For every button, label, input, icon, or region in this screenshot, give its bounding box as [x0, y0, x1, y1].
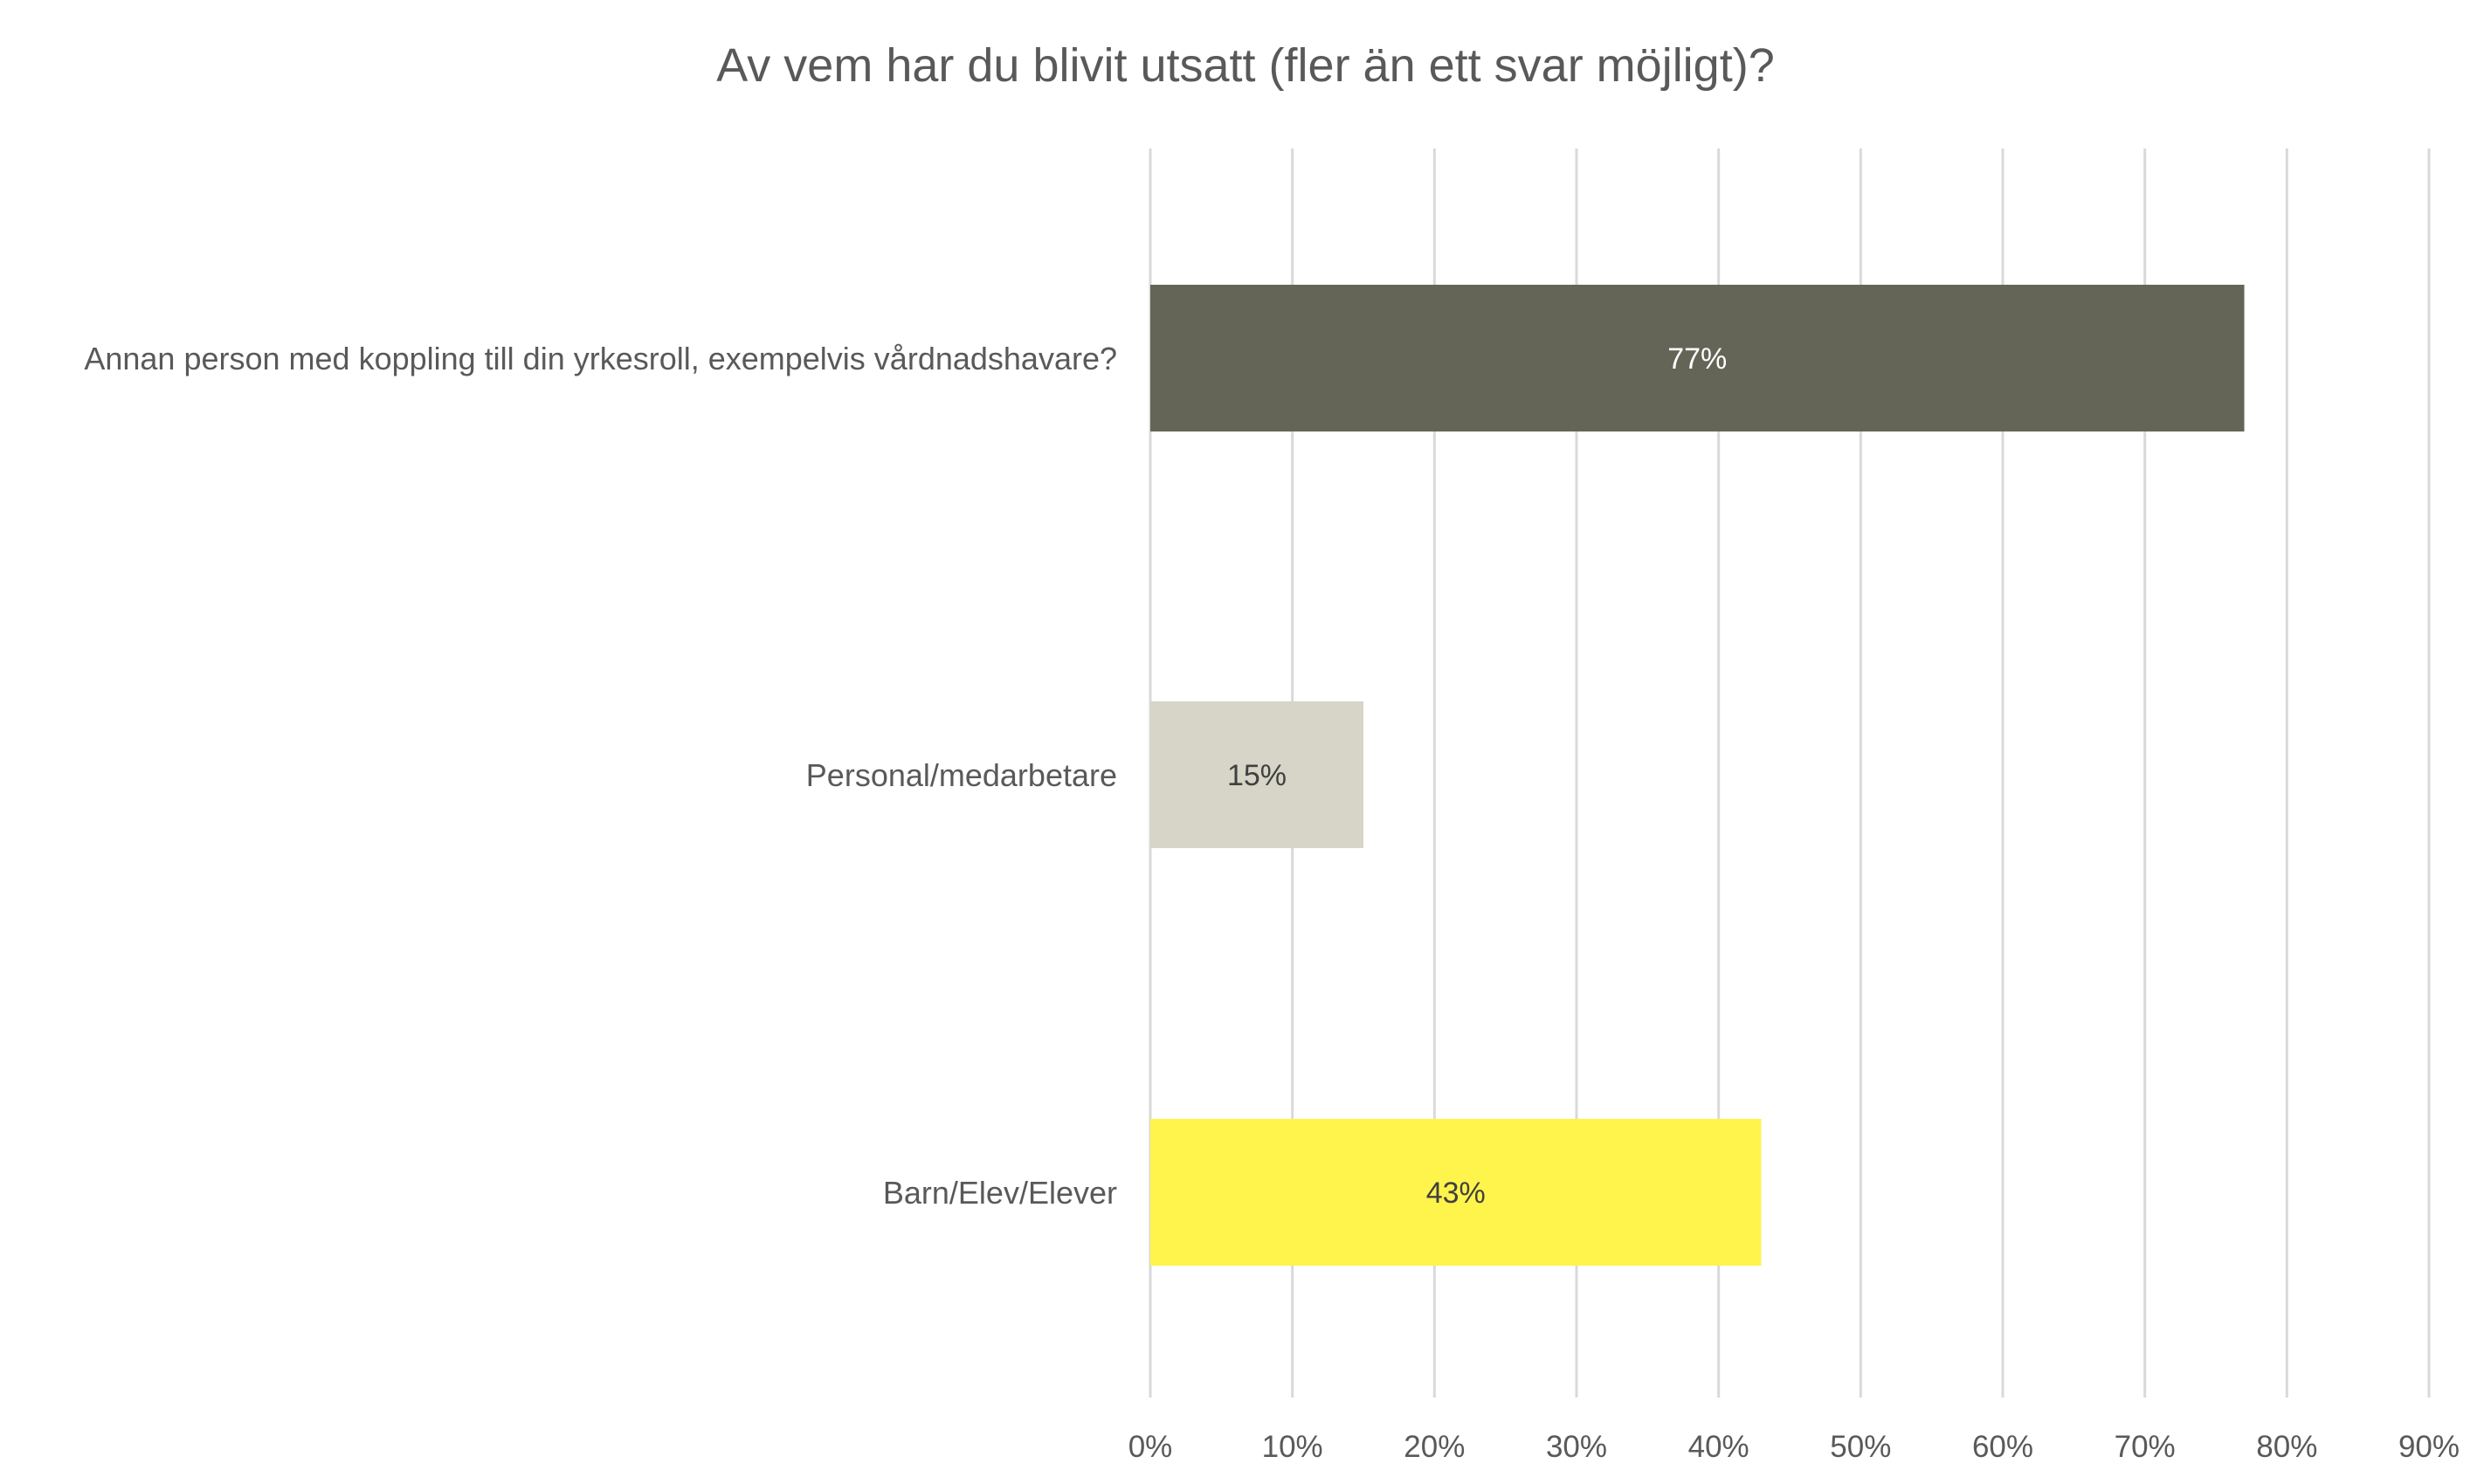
x-tick-label: 70%: [2115, 1430, 2176, 1464]
x-tick-label: 80%: [2256, 1430, 2317, 1464]
data-label: 77%: [1667, 342, 1727, 376]
bar: [1150, 285, 2245, 431]
x-tick-label: 60%: [1972, 1430, 2033, 1464]
x-tick-label: 50%: [1830, 1430, 1891, 1464]
bar: [1150, 701, 1363, 848]
category-label: Barn/Elev/Elever: [883, 1175, 1117, 1211]
data-label: 43%: [1426, 1177, 1486, 1210]
x-tick-label: 0%: [1128, 1430, 1173, 1464]
data-label: 15%: [1227, 759, 1287, 792]
x-tick-label: 90%: [2398, 1430, 2460, 1464]
chart-title: Av vem har du blivit utsatt (fler än ett…: [716, 39, 1774, 92]
labels: 0% 10% 20% 30% 40% 50% 60% 70% 80% 90% 77% Annan pe…: [84, 341, 2460, 1464]
x-tick-label: 40%: [1688, 1430, 1749, 1464]
x-tick-label: 10%: [1262, 1430, 1323, 1464]
category-label: Personal/medarbetare: [806, 757, 1117, 793]
category-label: Annan person med koppling till din yrkes…: [84, 341, 1117, 376]
bar: [1150, 1119, 1762, 1266]
x-tick-label: 30%: [1546, 1430, 1607, 1464]
bars: [1150, 285, 2245, 1266]
x-tick-label: 20%: [1404, 1430, 1465, 1464]
